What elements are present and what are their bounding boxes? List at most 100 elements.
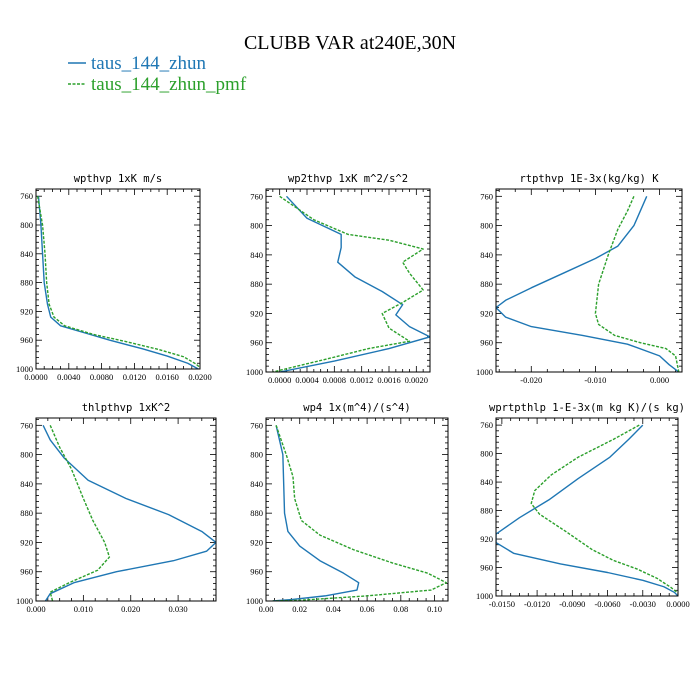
- y-tick-label: 1000: [476, 367, 493, 377]
- series-line-0: [279, 195, 430, 372]
- panel-frame-0: [35, 188, 201, 370]
- y-tick-label: 880: [250, 508, 263, 518]
- panel-frame-5: [495, 417, 679, 597]
- y-tick-label: 960: [20, 567, 33, 577]
- series-line-1: [272, 425, 448, 601]
- y-tick-label: 880: [20, 508, 33, 518]
- y-tick-label: 960: [250, 567, 263, 577]
- x-tick-label: -0.0030: [630, 599, 656, 609]
- y-tick-label: 800: [480, 449, 493, 459]
- panel-title-3: thlpthvp 1xK^2: [82, 402, 171, 414]
- legend-entry-0: taus_144_zhun: [68, 53, 207, 74]
- panel-3: thlpthvp 1xK^2 760 800 840 880 920 960 10000.00…: [16, 402, 217, 614]
- panel-title-4: wp4 1x(m^4)/(s^4): [303, 402, 410, 414]
- y-tick-label: 840: [250, 479, 263, 489]
- panel-frame-4: [265, 417, 449, 602]
- y-tick-label: 920: [250, 537, 263, 547]
- y-tick-label: 840: [480, 477, 493, 487]
- y-tick-label: 800: [480, 221, 493, 231]
- legend-label-0: taus_144_zhun: [91, 53, 207, 74]
- series-line-0: [42, 425, 216, 601]
- y-tick-label: 760: [20, 420, 33, 430]
- panels: wpthvp 1xK m/s76080084088092096010000.00…: [16, 173, 690, 614]
- x-tick-label: 0.030: [169, 604, 188, 614]
- series-line-0: [496, 196, 680, 372]
- legend-label-1: taus_144_zhun_pmf: [91, 74, 247, 95]
- y-tick-label: 1000: [246, 596, 263, 606]
- x-tick-label: 0.0160: [156, 372, 179, 382]
- y-tick-label: 960: [250, 338, 263, 348]
- series-line-0: [496, 424, 678, 596]
- main-title: CLUBB VAR at240E,30N: [244, 32, 456, 54]
- y-tick-label: 760: [250, 191, 263, 201]
- y-tick-label: 840: [250, 250, 263, 260]
- x-tick-label: -0.010: [584, 375, 606, 385]
- y-tick-label: 800: [20, 220, 33, 230]
- x-tick-label: 0.0016: [377, 375, 400, 385]
- y-tick-label: 760: [480, 420, 493, 430]
- y-tick-label: 840: [20, 479, 33, 489]
- series-line-1: [530, 424, 678, 594]
- x-tick-label: 0.02: [292, 604, 307, 614]
- x-tick-label: 0.000: [650, 375, 669, 385]
- y-tick-label: 1000: [16, 596, 33, 606]
- panel-frame-3: [35, 417, 217, 602]
- y-tick-label: 1000: [476, 591, 493, 601]
- y-tick-label: 1000: [246, 367, 263, 377]
- y-tick-label: 920: [480, 534, 493, 544]
- x-tick-label: 0.10: [427, 604, 442, 614]
- y-tick-label: 960: [480, 563, 493, 573]
- x-tick-label: 0.0000: [268, 375, 291, 385]
- y-tick-label: 1000: [16, 364, 33, 374]
- y-tick-label: 760: [480, 191, 493, 201]
- panel-title-0: wpthvp 1xK m/s: [74, 173, 163, 185]
- panel-frame-1: [265, 188, 431, 373]
- x-tick-label: -0.0090: [559, 599, 585, 609]
- x-tick-label: -0.020: [520, 375, 542, 385]
- y-tick-label: 920: [250, 308, 263, 318]
- x-tick-label: 0.000: [26, 604, 45, 614]
- x-tick-label: 0.04: [326, 604, 342, 614]
- x-tick-label: 0.0200: [188, 372, 211, 382]
- y-tick-label: 880: [250, 279, 263, 289]
- panel-title-1: wp2thvp 1xK m^2/s^2: [288, 173, 408, 185]
- x-tick-label: 0.0020: [405, 375, 428, 385]
- series-line-0: [272, 425, 360, 601]
- x-tick-label: 0.06: [360, 604, 375, 614]
- x-tick-label: 0.0000: [24, 372, 47, 382]
- series-line-0: [37, 196, 199, 369]
- y-tick-label: 840: [480, 250, 493, 260]
- x-tick-label: -0.0060: [594, 599, 620, 609]
- x-tick-label: 0.0000: [666, 599, 689, 609]
- x-tick-label: -0.0120: [524, 599, 550, 609]
- panel-0: wpthvp 1xK m/s76080084088092096010000.00…: [16, 173, 212, 382]
- y-tick-label: 960: [480, 338, 493, 348]
- panel-1: wp2thvp 1xK m^2/s^2 760 800 840 880 920 960 100…: [246, 173, 431, 385]
- series-line-1: [272, 195, 424, 372]
- y-tick-label: 800: [250, 450, 263, 460]
- x-tick-label: 0.08: [393, 604, 408, 614]
- panel-5: wprtpthlp 1-E-3x(m kg K)/(s kg) 760 800 840…: [476, 402, 690, 609]
- y-tick-label: 920: [20, 537, 33, 547]
- y-tick-label: 760: [250, 420, 263, 430]
- series-line-1: [36, 196, 200, 369]
- y-tick-label: 960: [20, 335, 33, 345]
- x-tick-label: 0.00: [259, 604, 274, 614]
- x-tick-label: 0.0120: [123, 372, 146, 382]
- legend: taus_144_zhun taus_144_zhun_pmf: [68, 53, 247, 95]
- x-tick-label: 0.0040: [57, 372, 80, 382]
- x-tick-label: 0.0008: [323, 375, 346, 385]
- series-line-1: [49, 425, 111, 601]
- y-tick-label: 800: [250, 221, 263, 231]
- x-tick-label: 0.0004: [295, 375, 319, 385]
- y-tick-label: 880: [20, 278, 33, 288]
- panel-title-5: wprtpthlp 1-E-3x(m kg K)/(s kg): [489, 402, 685, 414]
- series-line-1: [594, 196, 680, 372]
- y-tick-label: 920: [20, 306, 33, 316]
- y-tick-label: 880: [480, 506, 493, 516]
- x-tick-label: 0.010: [74, 604, 93, 614]
- x-tick-label: 0.0012: [350, 375, 373, 385]
- y-tick-label: 800: [20, 450, 33, 460]
- y-tick-label: 880: [480, 279, 493, 289]
